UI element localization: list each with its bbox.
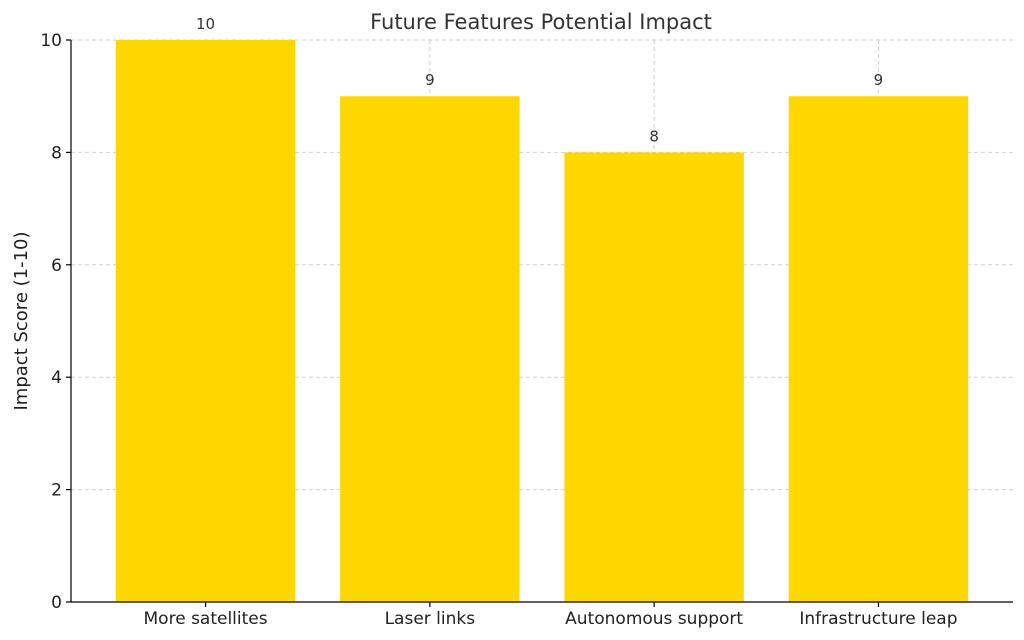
bar	[340, 96, 520, 602]
bar-data-label: 9	[874, 71, 884, 89]
data-labels-layer: 10 9 8 9	[196, 15, 883, 145]
y-tick-label: 0	[51, 593, 62, 613]
y-axis-label: Impact Score (1-10)	[11, 231, 32, 410]
axes-layer	[70, 40, 1013, 603]
y-tick-label: 2	[51, 481, 62, 501]
x-tick-label: Infrastructure leap	[799, 609, 957, 629]
bar-data-label: 9	[425, 71, 435, 89]
x-tick-label: More satellites	[144, 609, 268, 629]
bar	[788, 96, 969, 602]
bars-layer	[115, 40, 969, 602]
bar	[564, 152, 744, 602]
y-tick-label: 4	[51, 368, 62, 388]
bar-data-label: 8	[649, 127, 659, 145]
bar	[115, 40, 296, 602]
bar-data-label: 10	[196, 15, 215, 33]
x-tick-label: Autonomous support	[565, 609, 743, 629]
x-tick-label: Laser links	[385, 609, 476, 629]
y-tick-label: 8	[51, 143, 62, 163]
x-ticks-layer: More satellites Laser links Autonomous sup…	[144, 602, 957, 629]
chart-title: Future Features Potential Impact	[370, 10, 712, 34]
y-tick-label: 10	[40, 31, 62, 51]
y-tick-label: 6	[51, 256, 62, 276]
y-ticks-layer: 0 2 4 6 8 10	[40, 31, 71, 613]
